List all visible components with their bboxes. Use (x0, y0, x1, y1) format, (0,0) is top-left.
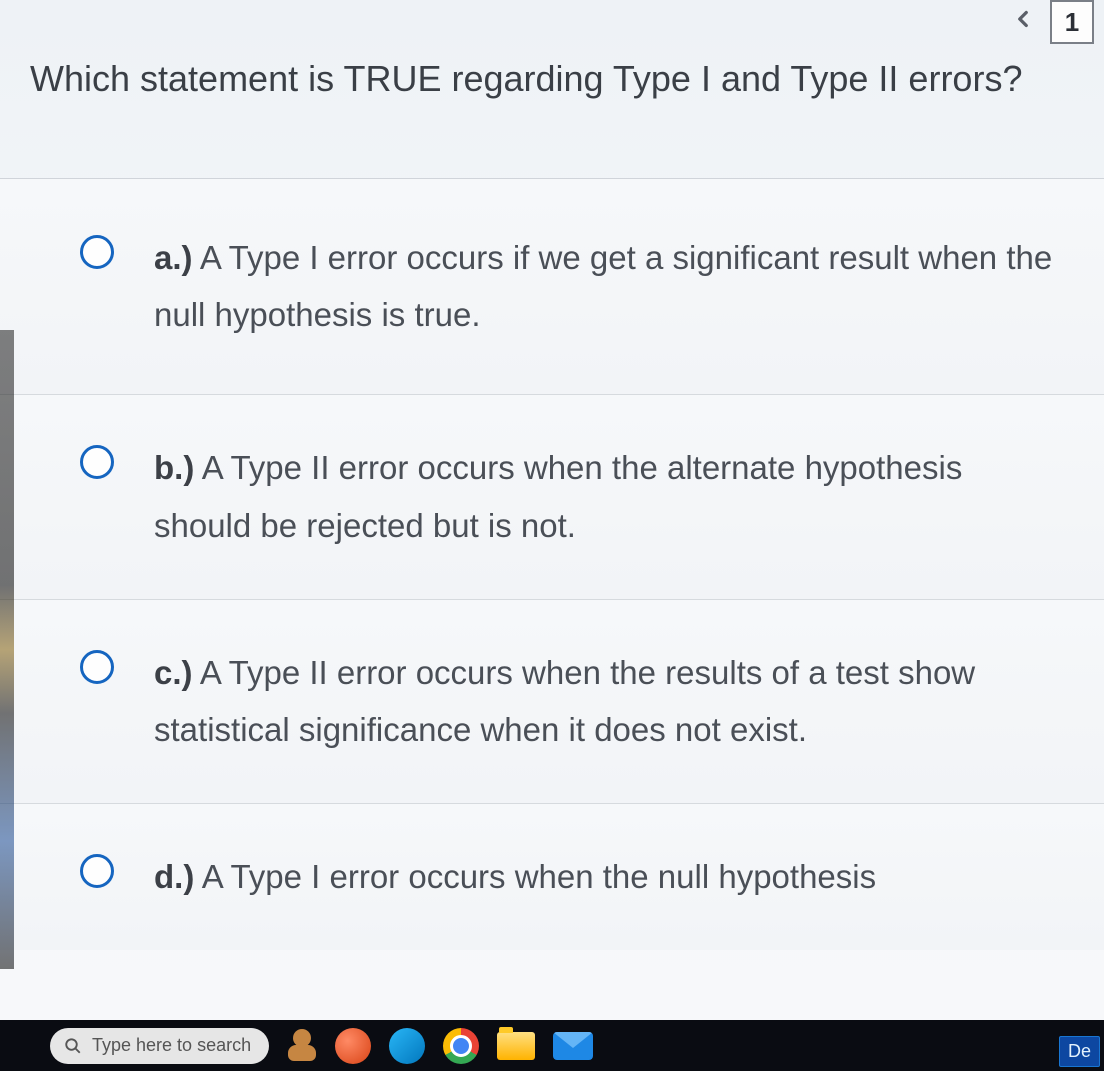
header-controls: 1 (1010, 0, 1094, 44)
option-d-label: d.) (154, 858, 194, 895)
option-c-text: c.) A Type II error occurs when the resu… (154, 644, 1064, 760)
left-edge-decoration (0, 330, 14, 969)
option-b-text: b.) A Type II error occurs when the alte… (154, 439, 1064, 555)
taskbar-search[interactable]: Type here to search (50, 1028, 269, 1064)
taskbar-app-icon[interactable] (335, 1028, 371, 1064)
radio-b[interactable] (80, 445, 114, 479)
options-list: a.) A Type I error occurs if we get a si… (0, 178, 1104, 950)
option-c-body: A Type II error occurs when the results … (154, 654, 975, 749)
option-c-label: c.) (154, 654, 193, 691)
option-b-label: b.) (154, 449, 194, 486)
gingerbread-icon[interactable] (287, 1029, 317, 1063)
edge-icon[interactable] (389, 1028, 425, 1064)
bottom-right-tag[interactable]: De (1059, 1036, 1100, 1067)
search-placeholder: Type here to search (92, 1035, 251, 1056)
question-index: 1 (1065, 7, 1079, 38)
chrome-icon[interactable] (443, 1028, 479, 1064)
radio-c[interactable] (80, 650, 114, 684)
quiz-panel: 1 Which statement is TRUE regarding Type… (0, 0, 1104, 1020)
question-text: Which statement is TRUE regarding Type I… (0, 0, 1104, 178)
option-a-text: a.) A Type I error occurs if we get a si… (154, 229, 1064, 345)
prev-question-chevron-icon[interactable] (1010, 6, 1036, 32)
option-a-label: a.) (154, 239, 193, 276)
option-c[interactable]: c.) A Type II error occurs when the resu… (0, 600, 1104, 805)
option-d-body: A Type I error occurs when the null hypo… (202, 858, 876, 895)
search-icon (64, 1037, 82, 1055)
option-d-text: d.) A Type I error occurs when the null … (154, 848, 876, 906)
option-b[interactable]: b.) A Type II error occurs when the alte… (0, 395, 1104, 600)
radio-a[interactable] (80, 235, 114, 269)
option-b-body: A Type II error occurs when the alternat… (154, 449, 962, 544)
radio-d[interactable] (80, 854, 114, 888)
option-d[interactable]: d.) A Type I error occurs when the null … (0, 804, 1104, 950)
file-explorer-icon[interactable] (497, 1032, 535, 1060)
mail-icon[interactable] (553, 1032, 593, 1060)
option-a-body: A Type I error occurs if we get a signif… (154, 239, 1052, 334)
question-index-box[interactable]: 1 (1050, 0, 1094, 44)
option-a[interactable]: a.) A Type I error occurs if we get a si… (0, 179, 1104, 396)
taskbar: Type here to search (0, 1020, 1104, 1071)
